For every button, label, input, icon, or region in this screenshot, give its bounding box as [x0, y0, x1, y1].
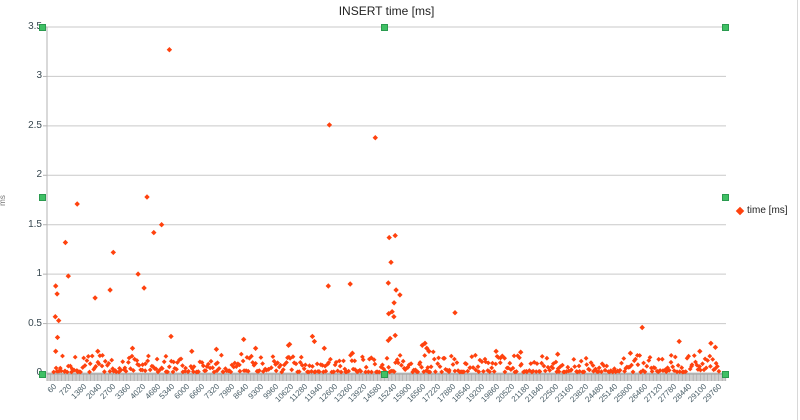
selection-handle[interactable]	[39, 24, 46, 31]
chart-area-right-border	[797, 0, 798, 420]
selection-handle[interactable]	[722, 24, 729, 31]
selection-handle[interactable]	[39, 194, 46, 201]
y-tick-label: 0	[2, 367, 42, 378]
chart-title: INSERT time [ms]	[338, 4, 435, 18]
y-tick-label: 0.5	[28, 317, 42, 329]
y-tick-label: 2	[36, 169, 42, 181]
y-tick-label: 1.5	[28, 218, 42, 230]
y-tick-label: 1	[36, 268, 42, 280]
y-tick-label: 2.5	[28, 119, 42, 131]
legend-marker-diamond-icon	[735, 206, 745, 215]
selection-handle[interactable]	[39, 371, 46, 378]
y-axis-title: ms	[0, 195, 7, 206]
selection-handle[interactable]	[381, 371, 388, 378]
selection-handle[interactable]	[381, 24, 388, 31]
y-tick-label: 3	[36, 70, 42, 82]
legend[interactable]: time [ms]	[735, 205, 788, 216]
selection-handle[interactable]	[722, 194, 729, 201]
y-tick-label: 3.5	[28, 21, 42, 32]
legend-label: time [ms]	[747, 205, 788, 216]
scatter-points	[51, 47, 722, 375]
selection-handle[interactable]	[722, 371, 729, 378]
